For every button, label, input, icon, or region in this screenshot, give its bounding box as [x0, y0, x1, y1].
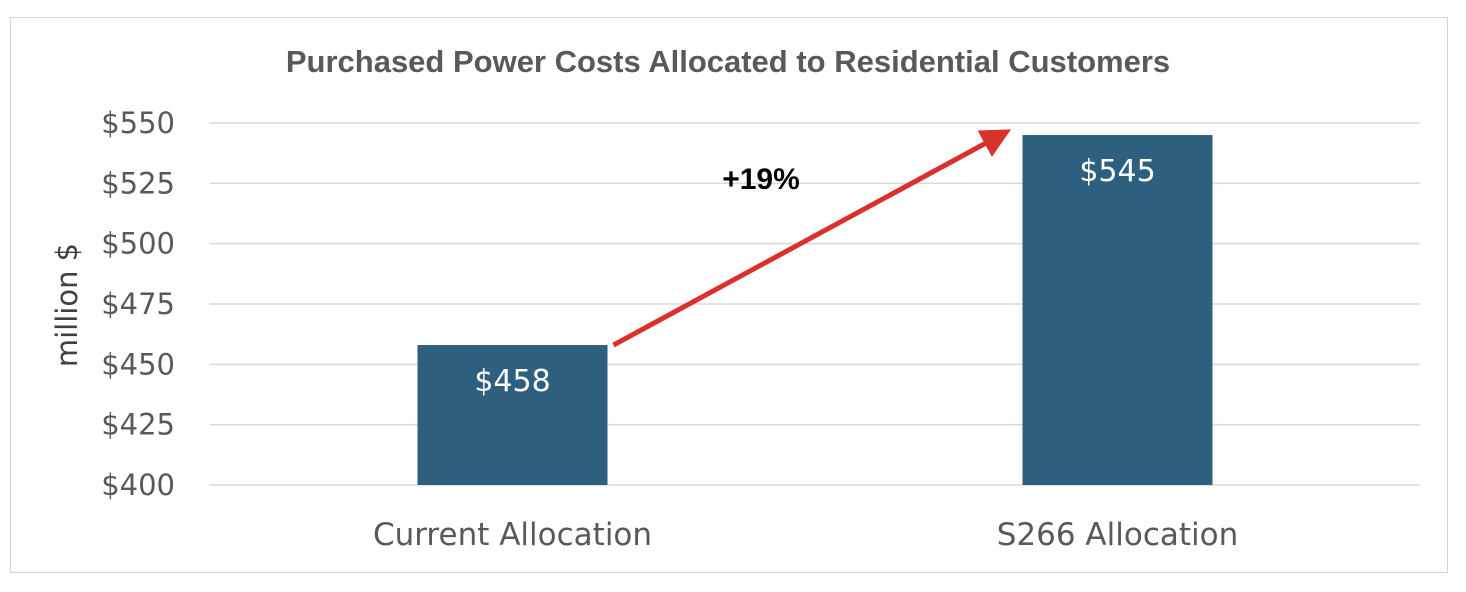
growth-arrow	[612, 129, 1012, 348]
x-axis-categories: Current Allocation S266 Allocation	[373, 517, 1238, 553]
y-tick-label: $500	[101, 227, 175, 261]
x-category-label: Current Allocation	[373, 517, 652, 553]
bars: $458 $545	[417, 135, 1213, 486]
growth-annotation: +19%	[612, 129, 1012, 348]
y-tick-label: $400	[101, 468, 175, 502]
data-label: $458	[474, 364, 550, 399]
x-category-label: S266 Allocation	[997, 517, 1239, 553]
chart-title: Purchased Power Costs Allocated to Resid…	[286, 44, 1170, 79]
y-axis-label: million $	[50, 243, 84, 367]
bar	[1022, 135, 1213, 486]
bar	[417, 345, 608, 485]
y-tick-label: $425	[101, 408, 175, 442]
data-label: $545	[1079, 154, 1155, 189]
gridlines	[210, 122, 1420, 486]
y-tick-label: $525	[101, 166, 175, 200]
y-tick-label: $475	[101, 287, 175, 321]
growth-label: +19%	[722, 163, 800, 196]
y-axis-ticks: $400 $425 $450 $475 $500 $525 $550	[101, 106, 175, 502]
y-tick-label: $550	[101, 106, 175, 140]
y-tick-label: $450	[101, 347, 175, 381]
